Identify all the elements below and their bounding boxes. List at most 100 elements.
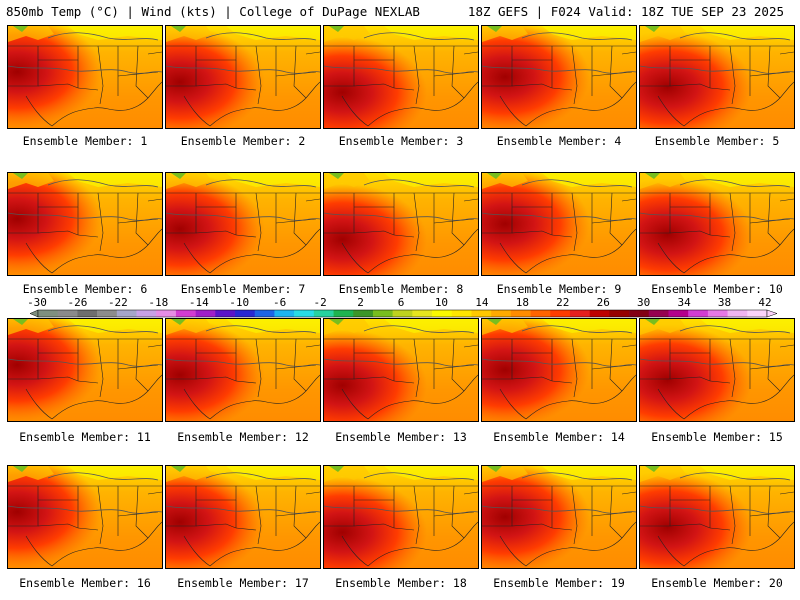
colorbar-swatch (432, 310, 453, 317)
colorbar-swatch (747, 310, 768, 317)
ensemble-member-label: Ensemble Member: 3 (338, 134, 464, 148)
ensemble-member-map (165, 318, 321, 422)
ensemble-member-label: Ensemble Member: 5 (654, 134, 780, 148)
colorbar-swatch (451, 310, 472, 317)
colorbar-tick-label: 42 (758, 296, 772, 309)
map-svg (482, 26, 636, 128)
ensemble-member-map (639, 25, 795, 129)
map-svg (482, 466, 636, 568)
ensemble-member-map (7, 25, 163, 129)
ensemble-member-label: Ensemble Member: 12 (177, 430, 309, 444)
colorbar-swatch (392, 310, 413, 317)
ensemble-member-label: Ensemble Member: 2 (180, 134, 306, 148)
ensemble-member-map (165, 172, 321, 276)
colorbar-tick-label: -22 (107, 296, 128, 309)
colorbar-swatch (491, 310, 512, 317)
colorbar-swatch (589, 310, 610, 317)
colorbar-tick-label: 26 (596, 296, 610, 309)
colorbar-swatch (353, 310, 374, 317)
valid-time: 18Z GEFS | F024 Valid: 18Z TUE SEP 23 20… (467, 4, 784, 19)
colorbar-swatch (156, 310, 177, 317)
ensemble-member-map (165, 465, 321, 569)
colorbar-swatch (707, 310, 728, 317)
map-svg (640, 173, 794, 275)
ensemble-member-label: Ensemble Member: 18 (335, 576, 467, 590)
colorbar-swatch (57, 310, 78, 317)
colorbar-swatch (668, 310, 689, 317)
colorbar-tick-label: 18 (515, 296, 529, 309)
colorbar-swatch (629, 310, 650, 317)
map-svg (482, 173, 636, 275)
colorbar-swatch (510, 310, 531, 317)
colorbar-swatch (195, 310, 216, 317)
colorbar-tick-label: -6 (273, 296, 287, 309)
map-svg (8, 319, 162, 421)
ensemble-member-label: Ensemble Member: 7 (180, 282, 306, 296)
colorbar-swatch (609, 310, 630, 317)
colorbar-swatch (313, 310, 334, 317)
colorbar-swatch (97, 310, 118, 317)
map-svg (640, 466, 794, 568)
ensemble-member-map (481, 25, 637, 129)
colorbar-swatch (471, 310, 492, 317)
colorbar-tick-label: -30 (27, 296, 47, 309)
colorbar-tick-label: 22 (556, 296, 570, 309)
map-svg (640, 26, 794, 128)
colorbar-tick-label: 2 (357, 296, 364, 309)
map-svg (482, 319, 636, 421)
ensemble-member-map (323, 465, 479, 569)
map-title: 850mb Temp (°C) | Wind (kts) | College o… (6, 4, 420, 19)
ensemble-member-label: Ensemble Member: 1 (22, 134, 148, 148)
ensemble-member-map (7, 465, 163, 569)
ensemble-member-map (323, 318, 479, 422)
colorbar-swatch (372, 310, 393, 317)
colorbar-tick-label: -10 (229, 296, 250, 309)
map-svg (8, 26, 162, 128)
colorbar-swatch (530, 310, 551, 317)
map-svg (640, 319, 794, 421)
ensemble-member-label: Ensemble Member: 8 (338, 282, 464, 296)
map-svg (166, 319, 320, 421)
colorbar-swatch (254, 310, 275, 317)
colorbar-max-arrow (766, 309, 778, 318)
colorbar-tick-label: -26 (67, 296, 88, 309)
ensemble-member-label: Ensemble Member: 13 (335, 430, 467, 444)
map-svg (166, 466, 320, 568)
colorbar-swatch (333, 310, 354, 317)
map-svg (324, 173, 478, 275)
colorbar-swatch (550, 310, 571, 317)
colorbar-swatch (648, 310, 669, 317)
ensemble-member-label: Ensemble Member: 17 (177, 576, 309, 590)
temperature-colorbar (29, 309, 778, 318)
ensemble-member-label: Ensemble Member: 16 (19, 576, 151, 590)
colorbar-tick-label: 6 (397, 296, 405, 309)
ensemble-member-label: Ensemble Member: 9 (496, 282, 622, 296)
ensemble-member-label: Ensemble Member: 4 (496, 134, 622, 148)
colorbar-tick-label: -2 (313, 296, 327, 309)
colorbar-min-arrow (29, 309, 39, 318)
colorbar-tick-label: -14 (188, 296, 209, 309)
ensemble-member-map (481, 465, 637, 569)
colorbar-swatch (294, 310, 315, 317)
ensemble-member-map (639, 465, 795, 569)
map-svg (324, 319, 478, 421)
colorbar-swatch (116, 310, 137, 317)
ensemble-member-label: Ensemble Member: 20 (651, 576, 783, 590)
colorbar-swatch (688, 310, 709, 317)
ensemble-member-map (165, 25, 321, 129)
map-svg (8, 466, 162, 568)
map-svg (324, 26, 478, 128)
ensemble-member-map (323, 25, 479, 129)
ensemble-member-map (7, 172, 163, 276)
ensemble-member-label: Ensemble Member: 14 (493, 430, 625, 444)
map-svg (166, 26, 320, 128)
ensemble-member-label: Ensemble Member: 10 (651, 282, 783, 296)
ensemble-member-map (323, 172, 479, 276)
ensemble-member-map (639, 318, 795, 422)
ensemble-member-map (481, 172, 637, 276)
colorbar-swatch (727, 310, 748, 317)
ensemble-member-map (639, 172, 795, 276)
colorbar-tick-label: 14 (475, 296, 489, 309)
colorbar-swatch (569, 310, 590, 317)
colorbar-tick-label: 10 (434, 296, 449, 309)
